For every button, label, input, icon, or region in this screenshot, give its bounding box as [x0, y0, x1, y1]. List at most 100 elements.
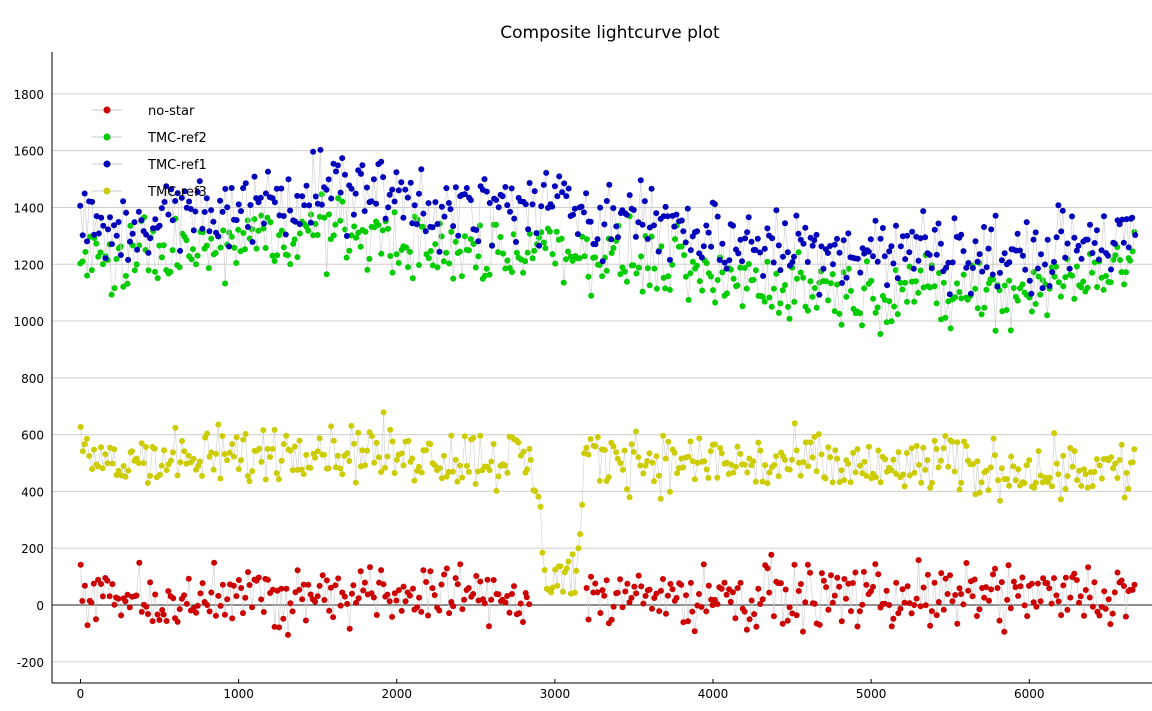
data-point — [384, 453, 391, 460]
data-point — [176, 264, 183, 271]
data-point — [931, 226, 938, 233]
data-point — [750, 458, 757, 465]
data-point — [571, 589, 578, 596]
data-point — [1055, 598, 1062, 605]
data-point — [98, 444, 104, 451]
data-point — [325, 465, 332, 472]
data-point — [299, 596, 306, 603]
data-point — [585, 273, 592, 280]
data-point — [134, 246, 141, 253]
data-point — [621, 447, 628, 454]
data-point — [912, 278, 919, 285]
data-point — [1105, 596, 1112, 603]
data-point — [483, 265, 490, 272]
data-point — [583, 236, 590, 243]
data-point — [818, 243, 825, 250]
data-point — [210, 218, 217, 225]
data-point — [222, 280, 229, 287]
data-point — [960, 271, 967, 278]
data-point — [432, 462, 438, 469]
data-point — [877, 331, 884, 337]
data-point — [522, 201, 529, 208]
data-point — [631, 583, 638, 590]
data-point — [203, 242, 210, 249]
data-point — [660, 274, 667, 281]
data-point — [963, 264, 970, 271]
data-point — [93, 616, 99, 623]
data-point — [958, 479, 965, 486]
data-point — [302, 617, 309, 624]
data-point — [1121, 494, 1128, 501]
data-point — [1116, 457, 1123, 463]
data-point — [194, 189, 201, 195]
data-point — [1026, 277, 1033, 284]
data-point — [181, 448, 188, 455]
data-point — [296, 221, 303, 228]
data-point — [99, 465, 106, 472]
data-point — [165, 211, 172, 218]
data-point — [599, 273, 606, 280]
data-point — [976, 489, 983, 496]
data-point — [1057, 496, 1064, 503]
data-point — [1089, 483, 1096, 490]
data-point — [79, 258, 86, 265]
data-point — [637, 177, 644, 184]
data-point — [581, 253, 588, 260]
data-point — [359, 162, 366, 169]
data-point — [1102, 273, 1109, 279]
data-point — [592, 443, 599, 450]
data-point — [1074, 477, 1081, 484]
data-point — [958, 231, 965, 238]
data-point — [748, 238, 755, 245]
data-point — [432, 241, 439, 248]
data-point — [1007, 605, 1014, 612]
data-point — [721, 259, 728, 266]
data-point — [1014, 297, 1021, 304]
data-point — [1051, 575, 1057, 582]
data-point — [791, 420, 798, 427]
data-point — [838, 467, 845, 474]
data-point — [775, 473, 782, 480]
data-point — [793, 275, 800, 282]
data-point — [990, 435, 997, 442]
data-point — [691, 476, 698, 483]
data-point — [1015, 466, 1022, 473]
data-point — [299, 193, 306, 200]
data-point — [131, 267, 138, 274]
data-point — [637, 462, 644, 469]
data-point — [922, 466, 929, 473]
data-point — [346, 458, 353, 464]
data-point — [194, 252, 201, 259]
data-point — [274, 252, 281, 259]
data-point — [651, 265, 658, 272]
data-point — [438, 581, 445, 588]
data-point — [196, 178, 203, 185]
legend-marker — [103, 133, 111, 141]
data-point — [88, 267, 95, 274]
data-point — [646, 586, 653, 593]
data-point — [440, 258, 447, 265]
data-point — [1051, 258, 1057, 265]
data-point — [888, 318, 895, 325]
data-point — [813, 231, 820, 238]
data-point — [391, 209, 398, 216]
data-point — [575, 545, 582, 552]
data-point — [1037, 472, 1044, 479]
data-point — [622, 588, 629, 595]
data-point — [438, 203, 445, 210]
data-point — [300, 581, 307, 588]
data-point — [956, 289, 963, 295]
data-point — [608, 250, 615, 256]
data-point — [486, 200, 493, 206]
data-point — [122, 272, 129, 279]
data-point — [1037, 291, 1044, 298]
data-point — [836, 583, 843, 590]
x-tick-label: 2000 — [381, 687, 412, 701]
data-point — [348, 590, 355, 597]
data-point — [784, 617, 791, 624]
data-point — [526, 180, 533, 186]
data-point — [321, 214, 328, 221]
data-point — [387, 426, 394, 433]
data-point — [757, 447, 764, 454]
